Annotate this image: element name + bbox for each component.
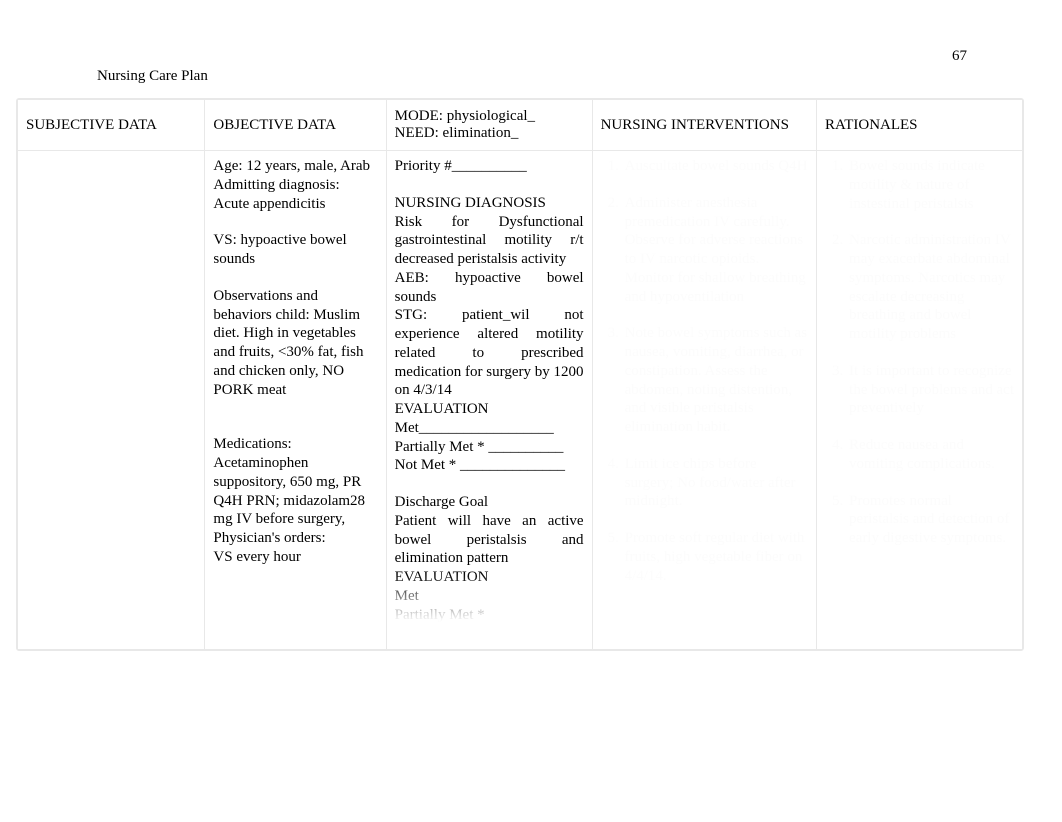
header-mode: MODE: physiological_: [395, 108, 535, 124]
diagnosis-met-2: Met: [395, 587, 584, 606]
rationale-item: It is important to recognize the bowel p…: [847, 362, 1014, 418]
diagnosis-aeb: AEB: hypoactive bowel sounds: [395, 269, 584, 307]
diagnosis-stg: STG: patient_wil not experience altered …: [395, 306, 584, 400]
interventions-list: Auscultate bowel sounds Q4H Administer a…: [601, 157, 808, 585]
diagnosis-eval-2: EVALUATION: [395, 568, 584, 587]
intervention-item: Administer anesthesia premedication IV c…: [623, 194, 808, 307]
header-diagnosis: MODE: physiological_ NEED: elimination_: [386, 100, 592, 151]
diagnosis-priority: Priority #__________: [395, 157, 584, 176]
fade-overlay: [213, 573, 377, 643]
rationale-item: Narcotic administration IV may exacerbat…: [847, 231, 1014, 344]
diagnosis-discharge: Patient will have an active bowel perist…: [395, 512, 584, 568]
care-plan-table-wrapper: SUBJECTIVE DATA OBJECTIVE DATA MODE: phy…: [16, 98, 1024, 651]
objective-admitting: Admitting diagnosis: Acute appendicitis: [213, 176, 377, 214]
cell-interventions: Auscultate bowel sounds Q4H Administer a…: [592, 151, 816, 650]
page-number: 67: [952, 48, 967, 65]
cell-objective: Age: 12 years, male, Arab Admitting diag…: [205, 151, 386, 650]
objective-medications: Medications: Acetaminophen suppository, …: [213, 435, 377, 529]
diagnosis-text: Risk for Dysfunctional gastrointestinal …: [395, 213, 584, 269]
diagnosis-met: Met__________________: [395, 419, 584, 438]
objective-vs-hourly: VS every hour: [213, 548, 377, 567]
document-title: Nursing Care Plan: [97, 68, 208, 85]
care-plan-table: SUBJECTIVE DATA OBJECTIVE DATA MODE: phy…: [17, 99, 1023, 650]
diagnosis-notmet-2: Not Met *: [395, 624, 584, 643]
table-body-row: Age: 12 years, male, Arab Admitting diag…: [18, 151, 1023, 650]
header-subjective: SUBJECTIVE DATA: [18, 100, 205, 151]
rationale-item: Promotes normal peristalsis and detectio…: [847, 492, 1014, 548]
rationale-item: Reduce nausea and vomiting complications…: [847, 436, 1014, 474]
header-objective: OBJECTIVE DATA: [205, 100, 386, 151]
diagnosis-eval-1: EVALUATION: [395, 400, 584, 419]
objective-vs: VS: hypoactive bowel sounds: [213, 231, 377, 269]
diagnosis-notmet: Not Met * ______________: [395, 456, 584, 475]
table-header-row: SUBJECTIVE DATA OBJECTIVE DATA MODE: phy…: [18, 100, 1023, 151]
objective-observations: Observations and behaviors child: Muslim…: [213, 287, 377, 400]
objective-orders: Physician's orders:: [213, 529, 377, 548]
diagnosis-discharge-heading: Discharge Goal: [395, 493, 584, 512]
intervention-item: Limit ice chips before surgery; No food/…: [623, 455, 808, 511]
cell-diagnosis: Priority #__________ NURSING DIAGNOSIS R…: [386, 151, 592, 650]
intervention-item: Promote soft regular diet with fruits, h…: [623, 529, 808, 585]
header-need: NEED: elimination_: [395, 125, 519, 141]
header-rationales: RATIONALES: [817, 100, 1023, 151]
diagnosis-partial: Partially Met * __________: [395, 438, 584, 457]
cell-subjective: [18, 151, 205, 650]
diagnosis-partial-2: Partially Met *: [395, 606, 584, 625]
intervention-item: Note bowel symptoms such as nausea, vomi…: [623, 324, 808, 437]
rationale-item: Bowel sounds indicate motility & nature …: [847, 157, 1014, 213]
header-interventions: NURSING INTERVENTIONS: [592, 100, 816, 151]
rationales-list: Bowel sounds indicate motility & nature …: [825, 157, 1014, 548]
diagnosis-heading: NURSING DIAGNOSIS: [395, 194, 584, 213]
objective-age: Age: 12 years, male, Arab: [213, 157, 377, 176]
cell-rationales: Bowel sounds indicate motility & nature …: [817, 151, 1023, 650]
intervention-item: Auscultate bowel sounds Q4H: [623, 157, 808, 176]
